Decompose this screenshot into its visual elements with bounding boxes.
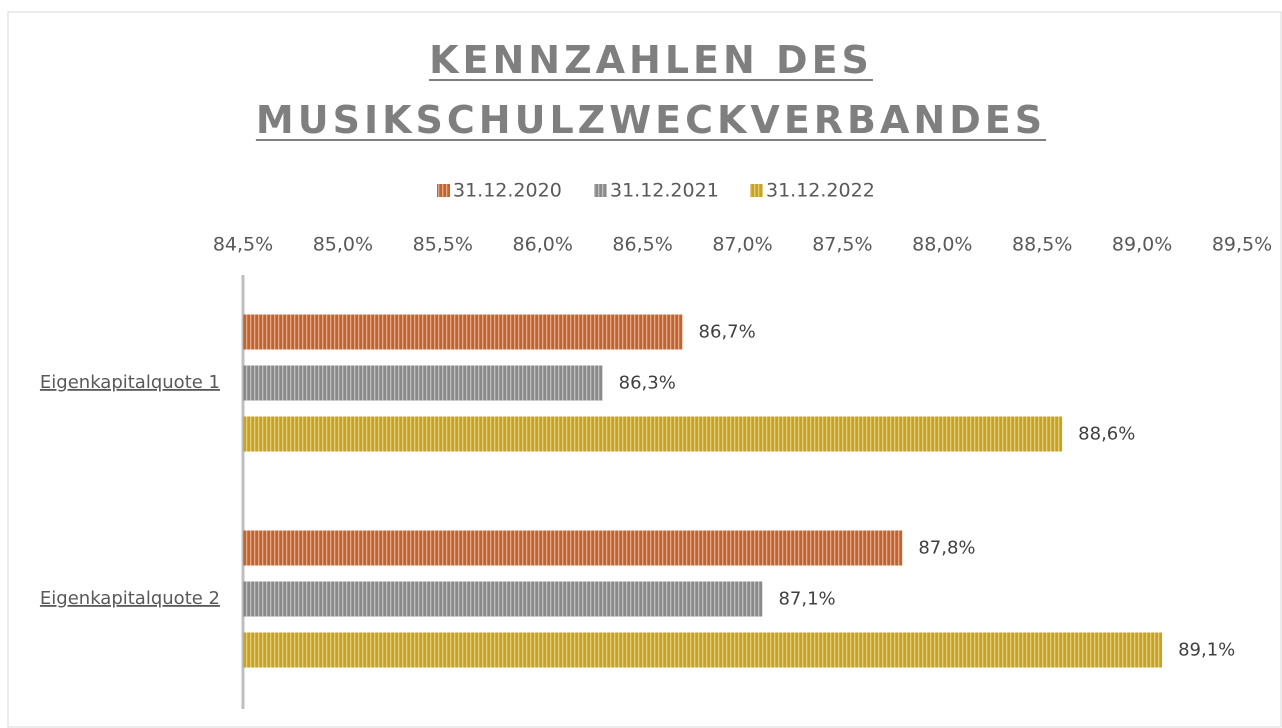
legend-label: 31.12.2021 [610,180,719,202]
category-label: Eigenkapitalquote 2 [40,588,220,609]
x-tick-label: 85,0% [313,234,373,256]
x-tick-label: 88,5% [1012,234,1072,256]
value-label: 87,8% [918,538,975,559]
x-tick-label: 86,5% [612,234,672,256]
chart-border [7,11,1282,728]
bar [243,314,683,350]
x-tick-label: 86,0% [513,234,573,256]
legend-swatch [750,184,763,197]
x-tick-label: 85,5% [413,234,473,256]
x-tick-label: 87,5% [812,234,872,256]
bar [243,530,903,566]
bar [243,632,1163,668]
value-label: 87,1% [778,589,835,610]
value-label: 89,1% [1178,640,1235,661]
value-label: 86,3% [619,373,676,394]
legend-swatch [437,184,450,197]
x-tick-label: 84,5% [213,234,273,256]
chart-title: KENNZAHLEN DES MUSIKSCHULZWECKVERBANDES [255,38,1047,142]
x-tick-label: 89,5% [1212,234,1272,256]
legend-label: 31.12.2020 [453,180,562,202]
x-tick-label: 88,0% [912,234,972,256]
bar [243,365,603,401]
value-label: 86,7% [699,322,756,343]
bar [243,581,763,617]
legend-swatch [594,184,607,197]
category-label: Eigenkapitalquote 1 [40,372,220,393]
x-tick-label: 89,0% [1112,234,1172,256]
bar [243,416,1063,452]
legend-label: 31.12.2022 [766,180,875,202]
value-label: 88,6% [1078,424,1135,445]
x-tick-label: 87,0% [712,234,772,256]
